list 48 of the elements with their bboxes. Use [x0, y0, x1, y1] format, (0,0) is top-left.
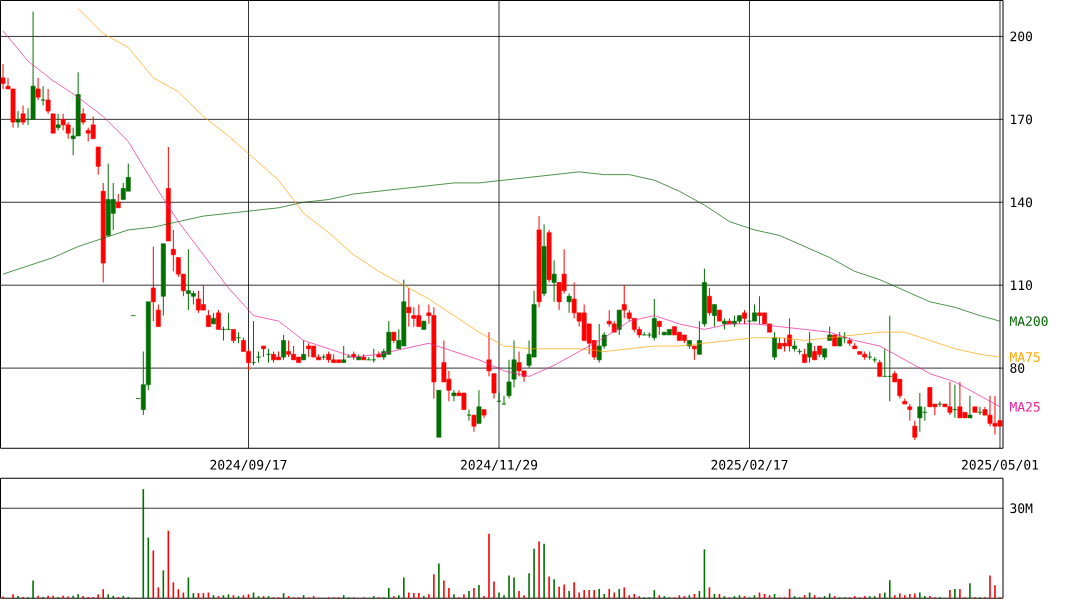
candlestick [466, 408, 472, 422]
x-tick-label: 2025/05/01 [961, 459, 1039, 471]
candlestick [170, 229, 176, 272]
candlestick [807, 331, 813, 363]
candlestick [40, 85, 46, 106]
candlestick [917, 392, 923, 433]
candlestick [451, 389, 457, 402]
y-tick-label: 30M [1010, 503, 1033, 514]
series-label: MA200 [1010, 316, 1048, 326]
candlestick [501, 395, 507, 405]
candlestick [281, 334, 286, 361]
candlestick [571, 281, 577, 319]
candlestick [216, 309, 221, 330]
series-label: MA25 [1010, 401, 1040, 412]
candlestick [566, 292, 572, 314]
candlestick [712, 303, 717, 328]
candlestick [551, 259, 557, 303]
candlestick [912, 420, 918, 441]
candlestick [406, 287, 412, 328]
candlestick [616, 309, 622, 336]
candlestick [967, 395, 973, 419]
series-label: MA75 [1010, 352, 1040, 362]
candlestick [301, 339, 307, 361]
candlestick [236, 331, 241, 344]
candlestick [707, 287, 712, 317]
candlestick [55, 113, 61, 131]
candlestick [266, 348, 271, 363]
candlestick [621, 284, 627, 319]
candlestick [95, 146, 101, 176]
candlestick [20, 104, 26, 126]
candlestick [476, 389, 482, 424]
candlestick [35, 77, 41, 101]
candlestick [15, 110, 21, 129]
y-tick-label: 110 [1011, 280, 1033, 290]
y-tick-label: 200 [1010, 31, 1033, 42]
x-tick-label: 2024/09/17 [210, 459, 287, 471]
x-tick-label: 2025/02/17 [711, 459, 788, 471]
candlestick [772, 331, 777, 361]
y-tick-label: 170 [1011, 114, 1033, 125]
x-tick-label: 2024/11/29 [461, 459, 538, 471]
candlestick [150, 245, 156, 322]
candlestick [696, 320, 702, 355]
candlestick [651, 298, 657, 341]
y-tick-label: 140 [1011, 197, 1033, 208]
candlestick [251, 320, 256, 366]
y-tick-label: 80 [1010, 363, 1025, 373]
candlestick [155, 303, 161, 328]
candlestick [937, 400, 943, 408]
